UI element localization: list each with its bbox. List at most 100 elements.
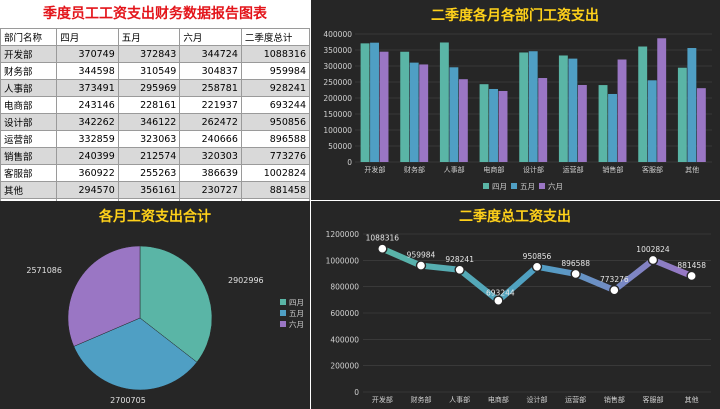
line-value-label: 896588 [561,259,590,268]
table-body: 开发部 370749 372843 344724 1088316 财务部 344598 310… [0,45,311,216]
value-cell: 344724 [179,45,242,63]
line-x-tick-label: 设计部 [527,395,548,404]
value-cell: 258781 [179,79,242,97]
bar-y-tick-label: 0 [347,158,352,167]
department-cell: 财务部 [0,62,58,80]
line-value-label: 950856 [523,252,552,261]
bar-0-4 [519,52,529,162]
line-value-label: 959984 [407,251,436,260]
bar-1-2 [449,67,459,162]
table-row: 运营部 332859 323063 240666 896588 [0,130,311,148]
bar-0-7 [638,46,648,162]
bar-x-tick-label: 电商部 [483,165,504,174]
value-cell: 928241 [240,79,311,97]
table-row: 电商部 243146 228161 221937 693244 [0,96,311,114]
bar-2-8 [696,88,706,162]
line-y-tick-label: 200000 [330,362,359,371]
table-header-row: 部门名称 四月 五月 六月 二季度总计 [0,28,311,46]
bar-x-tick-label: 销售部 [602,165,623,174]
line-y-tick-label: 800000 [330,283,359,292]
bar-0-0 [360,43,370,162]
line-value-label: 881458 [677,261,706,270]
value-cell: 896588 [240,130,311,148]
bar-legend-label: 四月 [492,182,507,191]
pie-legend-swatch [280,310,286,316]
value-cell: 773276 [240,147,311,165]
table-row: 其他 294570 356161 230727 881458 [0,181,311,199]
bar-2-6 [617,59,627,163]
table-row: 销售部 240399 212574 320303 773276 [0,147,311,165]
bar-x-tick-label: 客服部 [642,165,663,174]
bar-legend-label: 六月 [548,181,563,191]
value-cell: 294570 [56,181,119,199]
table-row: 财务部 344598 310549 304837 959984 [0,62,311,80]
value-cell: 255263 [117,164,181,182]
bar-y-tick-label: 350000 [323,46,352,55]
bar-x-tick-label: 运营部 [563,165,584,174]
bar-legend-swatch [539,183,545,189]
bar-x-tick-label: 人事部 [444,165,465,174]
bar-x-tick-label: 财务部 [404,165,425,174]
department-cell: 设计部 [0,113,58,131]
value-cell: 950856 [240,113,311,131]
bar-x-tick-label: 开发部 [364,165,385,174]
line-y-tick-label: 1000000 [326,256,360,265]
line-x-tick-label: 客服部 [643,395,664,404]
data-table: 部门名称 四月 五月 六月 二季度总计 开发部 370749 372843 34472… [0,28,311,216]
bar-2-1 [419,64,429,162]
value-cell: 386639 [179,164,242,182]
bar-y-tick-label: 100000 [323,126,352,135]
line-point-6 [609,284,620,296]
value-cell: 959984 [240,62,311,80]
value-cell: 370749 [56,45,119,63]
pie-legend-label: 五月 [289,309,304,318]
line-value-label: 693244 [486,289,515,298]
bar-y-tick-label: 400000 [323,30,352,39]
table-row: 设计部 342262 346122 262472 950856 [0,113,311,131]
pie-legend-swatch [280,299,286,305]
department-cell: 电商部 [0,96,58,114]
line-point-4 [531,261,543,273]
line-x-tick-label: 运营部 [565,395,586,404]
department-cell: 人事部 [0,79,58,97]
bar-x-tick-label: 其他 [685,165,699,174]
bar-0-1 [400,51,410,163]
line-value-label: 1002824 [636,245,670,254]
header-cell: 五月 [117,28,181,46]
department-cell: 运营部 [0,130,58,148]
bar-2-3 [498,90,508,162]
bar-y-tick-label: 300000 [323,62,352,71]
line-y-tick-label: 0 [354,388,359,397]
value-cell: 332859 [56,130,119,148]
value-cell: 342262 [56,113,119,131]
value-cell: 320303 [179,147,242,165]
value-cell: 356161 [117,181,181,199]
header-cell: 六月 [179,28,242,46]
department-cell: 开发部 [0,45,58,63]
bar-1-3 [489,88,498,162]
table-row: 人事部 373491 295969 258781 928241 [0,79,311,97]
header-cell: 二季度总计 [240,28,311,46]
bar-2-0 [379,51,389,162]
pie-value-label: 2902996 [228,276,264,285]
header-cell: 四月 [56,28,119,46]
report-title: 季度员工工资支出财务数据报告图表 [0,0,310,28]
line-x-tick-label: 其他 [685,395,699,404]
pie-legend-label: 六月 [289,319,304,329]
value-cell: 243146 [56,96,119,114]
bar-2-4 [538,78,548,162]
value-cell: 881458 [240,181,311,199]
pie-legend-swatch [280,321,286,327]
line-point-8 [686,270,697,282]
line-chart-title: 二季度总工资支出 [459,208,571,225]
line-point-5 [570,268,581,280]
value-cell: 230727 [179,181,242,199]
bar-y-tick-label: 50000 [328,142,352,151]
bar-2-5 [577,84,587,162]
bar-chart-panel: 二季度各月各部门工资支出 0 50000 100000 150000 200000 250… [311,0,720,200]
value-cell: 304837 [179,62,242,80]
line-y-tick-label: 1200000 [326,230,360,239]
bar-legend-swatch [483,183,489,189]
line-y-tick-label: 600000 [330,309,359,318]
value-cell: 240666 [179,130,242,148]
